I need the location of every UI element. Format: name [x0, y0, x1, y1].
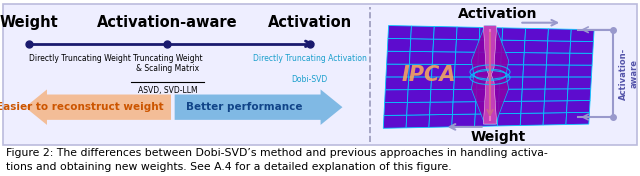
Polygon shape [475, 114, 498, 126]
Polygon shape [571, 29, 594, 42]
Text: Activation-
aware: Activation- aware [619, 47, 639, 99]
Polygon shape [452, 102, 476, 114]
Polygon shape [476, 89, 499, 102]
Polygon shape [455, 52, 479, 65]
Polygon shape [478, 52, 501, 65]
Polygon shape [432, 52, 456, 64]
FancyArrow shape [25, 89, 171, 125]
Text: Truncating Weight
& Scaling Matrix: Truncating Weight & Scaling Matrix [132, 54, 202, 73]
Polygon shape [406, 115, 429, 128]
Polygon shape [383, 115, 407, 128]
Polygon shape [433, 39, 456, 52]
Text: Directly Truncating Activation: Directly Truncating Activation [253, 54, 367, 63]
Polygon shape [501, 40, 525, 53]
Text: Figure 2: The differences between Dobi-SVD’s method and previous approaches in h: Figure 2: The differences between Dobi-S… [6, 148, 548, 158]
FancyBboxPatch shape [3, 4, 637, 145]
Polygon shape [568, 65, 592, 77]
Polygon shape [499, 77, 523, 89]
Text: Activation: Activation [458, 7, 538, 21]
Polygon shape [545, 77, 568, 89]
Polygon shape [523, 65, 547, 77]
Polygon shape [566, 100, 590, 113]
Polygon shape [431, 77, 454, 90]
Text: Activation-aware: Activation-aware [97, 15, 237, 30]
Polygon shape [408, 90, 431, 102]
Text: Easier to reconstruct weight: Easier to reconstruct weight [0, 102, 164, 112]
Polygon shape [546, 65, 569, 77]
Polygon shape [429, 102, 453, 115]
Polygon shape [407, 102, 430, 115]
Polygon shape [453, 89, 477, 102]
Polygon shape [567, 89, 591, 101]
Polygon shape [566, 112, 589, 125]
Text: Dobi-SVD: Dobi-SVD [291, 75, 328, 84]
Polygon shape [545, 89, 568, 101]
FancyArrow shape [175, 89, 342, 125]
Polygon shape [498, 101, 522, 114]
Polygon shape [386, 64, 410, 77]
Polygon shape [477, 77, 500, 89]
Polygon shape [410, 39, 434, 52]
Text: Activation: Activation [268, 15, 352, 30]
Polygon shape [483, 26, 497, 124]
Polygon shape [384, 102, 408, 115]
Text: Directly Truncating Weight: Directly Truncating Weight [29, 54, 131, 63]
Polygon shape [408, 77, 431, 90]
Polygon shape [522, 89, 545, 101]
Polygon shape [434, 26, 457, 39]
Polygon shape [500, 52, 524, 65]
Polygon shape [524, 40, 548, 53]
Polygon shape [385, 77, 409, 90]
Polygon shape [476, 101, 499, 114]
Text: IPCA: IPCA [401, 65, 456, 85]
Polygon shape [409, 64, 432, 77]
Polygon shape [499, 89, 522, 101]
Polygon shape [411, 26, 435, 39]
Polygon shape [387, 38, 411, 51]
Polygon shape [543, 113, 566, 125]
Polygon shape [452, 114, 476, 127]
Polygon shape [497, 113, 521, 126]
Text: tions and obtaining new weights. See A.4 for a detailed explanation of this figu: tions and obtaining new weights. See A.4… [6, 162, 452, 172]
Polygon shape [548, 29, 572, 41]
Polygon shape [479, 40, 502, 52]
Polygon shape [477, 65, 500, 77]
Polygon shape [570, 41, 593, 53]
Text: Weight: Weight [0, 15, 58, 30]
Polygon shape [430, 89, 454, 102]
Polygon shape [500, 65, 524, 77]
Polygon shape [521, 101, 545, 113]
Text: Weight: Weight [470, 130, 525, 144]
Polygon shape [471, 26, 509, 124]
Polygon shape [388, 26, 412, 39]
Polygon shape [454, 64, 478, 77]
Polygon shape [385, 90, 408, 103]
Polygon shape [431, 64, 455, 77]
Polygon shape [522, 77, 546, 89]
Text: Better performance: Better performance [186, 102, 302, 112]
Polygon shape [454, 77, 477, 89]
Polygon shape [547, 53, 570, 65]
Polygon shape [568, 77, 591, 89]
Polygon shape [569, 53, 593, 65]
Text: ASVD, SVD-LLM: ASVD, SVD-LLM [138, 86, 197, 95]
Polygon shape [525, 28, 548, 41]
Polygon shape [456, 27, 480, 40]
Polygon shape [547, 41, 571, 53]
Polygon shape [429, 114, 452, 127]
Polygon shape [479, 27, 503, 40]
Polygon shape [456, 39, 479, 52]
Polygon shape [410, 51, 433, 64]
Polygon shape [520, 113, 544, 125]
Polygon shape [544, 101, 567, 113]
Polygon shape [387, 51, 410, 64]
Polygon shape [524, 53, 547, 65]
Polygon shape [502, 28, 525, 40]
